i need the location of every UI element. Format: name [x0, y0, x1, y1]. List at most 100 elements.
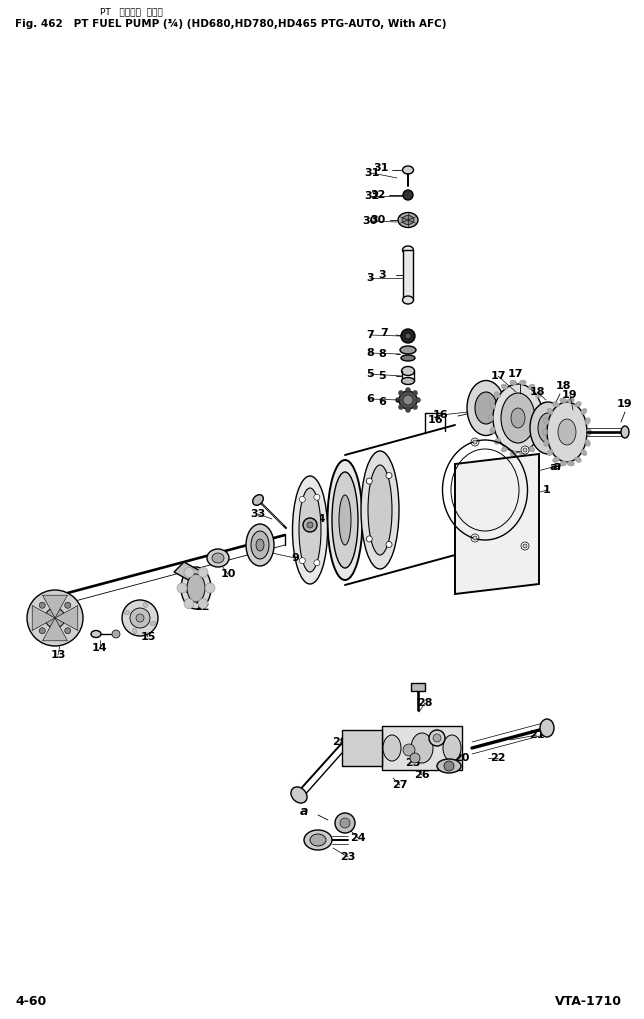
Bar	[342, 730, 382, 766]
Circle shape	[198, 598, 208, 608]
Ellipse shape	[547, 449, 553, 455]
Ellipse shape	[398, 213, 418, 227]
Circle shape	[406, 408, 410, 413]
Text: 32: 32	[370, 190, 385, 200]
Text: PT   フェエル  ポンプ: PT フェエル ポンプ	[100, 7, 163, 16]
Text: 26: 26	[414, 770, 430, 780]
Circle shape	[307, 522, 313, 528]
Ellipse shape	[510, 451, 516, 455]
Text: 19: 19	[617, 399, 632, 409]
Ellipse shape	[490, 427, 495, 434]
Circle shape	[205, 583, 215, 593]
Circle shape	[184, 568, 194, 578]
Ellipse shape	[212, 553, 224, 564]
Text: 3: 3	[366, 273, 374, 283]
Bar	[411, 683, 425, 691]
Ellipse shape	[310, 834, 326, 846]
Polygon shape	[455, 454, 539, 594]
Ellipse shape	[181, 567, 211, 609]
Ellipse shape	[475, 392, 497, 424]
Ellipse shape	[560, 398, 567, 404]
Text: 29: 29	[332, 737, 348, 747]
Text: 1: 1	[543, 485, 551, 495]
Ellipse shape	[519, 451, 526, 455]
Circle shape	[65, 628, 71, 634]
Ellipse shape	[530, 403, 566, 454]
Ellipse shape	[151, 622, 155, 626]
Text: 6: 6	[366, 394, 374, 404]
Circle shape	[39, 628, 45, 634]
Bar	[382, 726, 462, 770]
Ellipse shape	[402, 215, 414, 224]
Text: a: a	[300, 805, 308, 818]
Ellipse shape	[541, 403, 546, 409]
Circle shape	[473, 440, 477, 444]
Ellipse shape	[519, 380, 526, 385]
Ellipse shape	[401, 355, 415, 361]
Text: 31: 31	[365, 168, 380, 178]
Ellipse shape	[585, 439, 591, 446]
Circle shape	[523, 448, 527, 452]
Circle shape	[405, 333, 411, 339]
Ellipse shape	[400, 346, 416, 354]
Ellipse shape	[401, 367, 415, 375]
Circle shape	[413, 390, 417, 395]
Circle shape	[39, 602, 45, 608]
Circle shape	[395, 397, 401, 403]
Ellipse shape	[528, 384, 535, 389]
Ellipse shape	[581, 409, 587, 415]
Text: 15: 15	[140, 632, 156, 642]
Text: 4-60: 4-60	[15, 995, 46, 1008]
Polygon shape	[32, 605, 55, 631]
Ellipse shape	[489, 415, 493, 422]
Ellipse shape	[553, 401, 559, 407]
Text: 33: 33	[251, 510, 265, 519]
Ellipse shape	[542, 429, 547, 435]
Ellipse shape	[402, 246, 413, 254]
Polygon shape	[43, 618, 68, 641]
Text: 23: 23	[340, 852, 355, 862]
Ellipse shape	[547, 403, 587, 462]
Text: 31: 31	[373, 163, 388, 173]
Circle shape	[299, 557, 305, 564]
Circle shape	[130, 608, 150, 628]
Ellipse shape	[332, 472, 358, 568]
Circle shape	[471, 438, 479, 446]
Text: 34: 34	[310, 514, 326, 524]
Ellipse shape	[291, 787, 307, 803]
Ellipse shape	[133, 629, 137, 634]
Circle shape	[521, 446, 529, 454]
Polygon shape	[43, 595, 68, 618]
Ellipse shape	[495, 438, 500, 444]
Text: 18: 18	[529, 387, 545, 397]
Circle shape	[335, 813, 355, 833]
Ellipse shape	[574, 457, 582, 463]
Ellipse shape	[292, 476, 328, 584]
Ellipse shape	[339, 495, 351, 545]
Ellipse shape	[501, 384, 507, 389]
Circle shape	[299, 496, 305, 502]
Ellipse shape	[207, 549, 229, 567]
Ellipse shape	[528, 446, 535, 452]
Circle shape	[521, 542, 529, 550]
Circle shape	[473, 536, 477, 540]
Ellipse shape	[544, 439, 549, 446]
Circle shape	[45, 608, 65, 628]
Bar	[403, 250, 413, 300]
Text: 32: 32	[365, 191, 380, 201]
Circle shape	[136, 614, 144, 622]
Ellipse shape	[538, 413, 558, 443]
Ellipse shape	[437, 759, 461, 773]
Circle shape	[406, 387, 410, 392]
Ellipse shape	[501, 446, 507, 452]
Text: 5: 5	[378, 371, 386, 381]
Circle shape	[303, 518, 317, 532]
Ellipse shape	[560, 461, 567, 466]
Circle shape	[403, 395, 413, 405]
Text: 13: 13	[50, 650, 66, 660]
Ellipse shape	[411, 733, 433, 763]
Ellipse shape	[501, 393, 535, 443]
Ellipse shape	[581, 449, 587, 455]
Text: 24: 24	[350, 833, 366, 843]
Circle shape	[27, 590, 83, 646]
